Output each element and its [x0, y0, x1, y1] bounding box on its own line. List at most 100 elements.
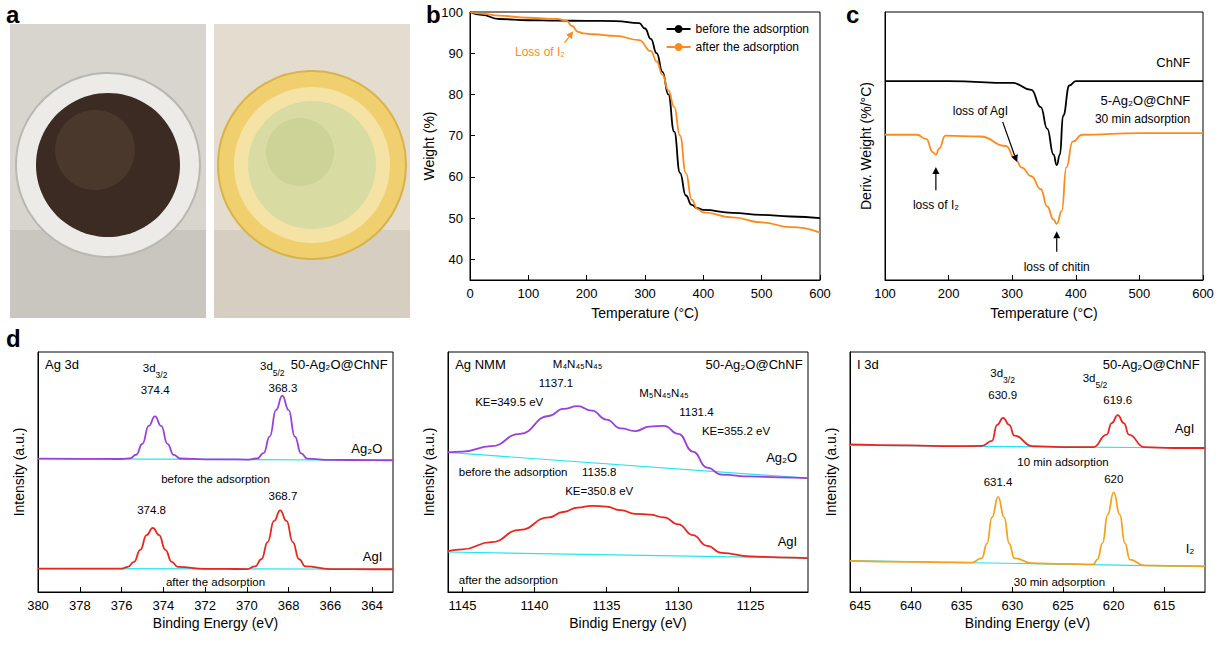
svg-text:100: 100	[517, 286, 539, 301]
svg-text:3d: 3d	[1083, 372, 1096, 384]
svg-text:368.7: 368.7	[269, 490, 298, 502]
svg-text:620: 620	[1104, 473, 1123, 485]
svg-text:before the adsorption: before the adsorption	[459, 466, 568, 478]
svg-text:Intensity (a.u.): Intensity (a.u.)	[421, 428, 437, 517]
svg-text:5/2: 5/2	[1095, 380, 1107, 390]
svg-text:3/2: 3/2	[156, 370, 168, 380]
svg-text:KE=349.5 eV: KE=349.5 eV	[475, 396, 543, 408]
svg-text:Temperature (°C): Temperature (°C)	[591, 305, 699, 321]
svg-text:M₄N₄₅N₄₅: M₄N₄₅N₄₅	[553, 358, 603, 370]
svg-text:AgI: AgI	[778, 534, 798, 549]
svg-text:I 3d: I 3d	[857, 357, 879, 372]
svg-text:80: 80	[449, 87, 463, 102]
svg-text:1135.8: 1135.8	[582, 466, 616, 478]
svg-text:400: 400	[1065, 286, 1087, 301]
svg-text:3d: 3d	[260, 360, 273, 372]
svg-text:645: 645	[849, 598, 871, 613]
svg-text:630.9: 630.9	[988, 389, 1017, 401]
svg-text:1131.4: 1131.4	[679, 406, 714, 418]
svg-text:c: c	[846, 1, 859, 28]
svg-text:M₅N₄₅N₄₅: M₅N₄₅N₄₅	[639, 387, 689, 399]
svg-text:60: 60	[449, 169, 463, 184]
svg-text:Ag₂O: Ag₂O	[766, 450, 797, 465]
svg-text:366: 366	[320, 598, 342, 613]
svg-text:KE=350.8 eV: KE=350.8 eV	[565, 485, 633, 497]
svg-text:1140: 1140	[520, 598, 548, 613]
svg-text:before the adsorption: before the adsorption	[696, 22, 809, 36]
svg-text:5-Ag₂O@ChNF: 5-Ag₂O@ChNF	[1101, 93, 1191, 108]
svg-text:3d: 3d	[143, 362, 156, 374]
svg-text:631.4: 631.4	[984, 476, 1013, 488]
svg-text:1135: 1135	[592, 598, 620, 613]
svg-text:372: 372	[194, 598, 216, 613]
svg-text:Intensity (a.u.): Intensity (a.u.)	[823, 428, 839, 517]
svg-text:3d: 3d	[990, 367, 1003, 379]
svg-text:380: 380	[27, 598, 49, 613]
svg-text:620: 620	[1103, 598, 1125, 613]
svg-text:300: 300	[634, 286, 656, 301]
svg-text:Ag₂O: Ag₂O	[351, 441, 382, 456]
svg-text:50: 50	[449, 211, 463, 226]
svg-text:364: 364	[361, 598, 383, 613]
svg-text:before the adsorption: before the adsorption	[161, 473, 270, 485]
svg-text:loss of AgI: loss of AgI	[953, 104, 1008, 118]
svg-text:500: 500	[1129, 286, 1151, 301]
svg-text:30 min adsorption: 30 min adsorption	[1014, 576, 1105, 588]
svg-text:615: 615	[1154, 598, 1176, 613]
svg-text:a: a	[6, 1, 20, 28]
svg-text:368.3: 368.3	[269, 382, 298, 394]
svg-text:Ag 3d: Ag 3d	[45, 357, 79, 372]
svg-text:Deriv. Weight (%/°C): Deriv. Weight (%/°C)	[858, 82, 874, 210]
svg-text:378: 378	[69, 598, 91, 613]
svg-text:400: 400	[692, 286, 714, 301]
svg-text:loss of I₂: loss of I₂	[913, 198, 959, 212]
svg-text:619.6: 619.6	[1103, 394, 1132, 406]
svg-text:50-Ag₂O@ChNF: 50-Ag₂O@ChNF	[706, 357, 803, 372]
svg-text:Loss of I₂: Loss of I₂	[515, 45, 565, 59]
svg-text:200: 200	[576, 286, 598, 301]
svg-text:Temperature (°C): Temperature (°C)	[990, 305, 1098, 321]
svg-text:1125: 1125	[736, 598, 764, 613]
svg-text:1130: 1130	[664, 598, 692, 613]
svg-text:3/2: 3/2	[1003, 375, 1015, 385]
svg-text:376: 376	[111, 598, 133, 613]
svg-text:Weight (%): Weight (%)	[421, 112, 437, 181]
svg-text:374: 374	[152, 598, 174, 613]
svg-text:AgI: AgI	[363, 549, 383, 564]
svg-text:90: 90	[449, 46, 463, 61]
svg-text:374.4: 374.4	[141, 384, 170, 396]
svg-text:10 min adsorption: 10 min adsorption	[1017, 456, 1108, 468]
svg-text:630: 630	[1001, 598, 1023, 613]
svg-text:Bindig Energy (eV): Bindig Energy (eV)	[569, 615, 687, 631]
svg-text:635: 635	[951, 598, 973, 613]
svg-text:50-Ag₂O@ChNF: 50-Ag₂O@ChNF	[291, 357, 388, 372]
svg-text:Binding Energy (eV): Binding Energy (eV)	[153, 615, 278, 631]
svg-text:Ag NMM: Ag NMM	[455, 357, 506, 372]
svg-text:500: 500	[751, 286, 773, 301]
svg-text:600: 600	[809, 286, 831, 301]
svg-text:after the adsorption: after the adsorption	[459, 574, 558, 586]
svg-text:374.8: 374.8	[137, 504, 166, 516]
svg-text:70: 70	[449, 128, 463, 143]
svg-text:Intensity (a.u.): Intensity (a.u.)	[11, 428, 27, 517]
svg-text:after the adsorption: after the adsorption	[166, 576, 265, 588]
svg-text:200: 200	[938, 286, 960, 301]
svg-text:640: 640	[900, 598, 922, 613]
svg-text:100: 100	[874, 286, 896, 301]
svg-text:100: 100	[441, 5, 463, 20]
svg-text:after the adsorption: after the adsorption	[696, 40, 799, 54]
svg-text:Binding Energy (eV): Binding Energy (eV)	[965, 615, 1090, 631]
svg-text:30 min adsorption: 30 min adsorption	[1095, 112, 1190, 126]
svg-text:300: 300	[1001, 286, 1023, 301]
svg-text:5/2: 5/2	[273, 368, 285, 378]
svg-text:600: 600	[1192, 286, 1214, 301]
svg-text:I₂: I₂	[1186, 541, 1195, 556]
svg-text:0: 0	[466, 286, 473, 301]
svg-text:d: d	[6, 325, 21, 352]
svg-text:loss of chitin: loss of chitin	[1024, 260, 1090, 274]
svg-text:370: 370	[236, 598, 258, 613]
svg-text:b: b	[426, 1, 441, 28]
svg-text:625: 625	[1052, 598, 1074, 613]
svg-text:KE=355.2 eV: KE=355.2 eV	[702, 425, 770, 437]
svg-text:50-Ag₂O@ChNF: 50-Ag₂O@ChNF	[1103, 357, 1200, 372]
